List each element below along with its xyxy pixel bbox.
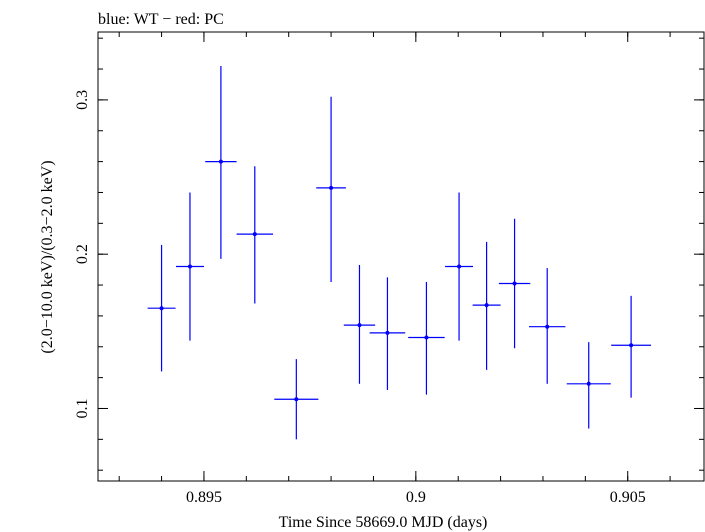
data-marker bbox=[629, 343, 634, 348]
data-point bbox=[175, 192, 204, 341]
data-marker bbox=[218, 159, 223, 164]
y-tick-label: 0.2 bbox=[74, 244, 91, 264]
data-marker bbox=[159, 306, 164, 311]
data-marker bbox=[484, 303, 489, 308]
data-point bbox=[343, 264, 376, 384]
data-marker bbox=[545, 324, 550, 329]
x-tick-label: 0.9 bbox=[406, 489, 426, 506]
data-marker bbox=[329, 185, 334, 190]
data-point bbox=[236, 166, 274, 304]
data-point bbox=[528, 268, 566, 384]
data-marker bbox=[294, 397, 299, 402]
data-marker bbox=[512, 281, 517, 286]
x-tick-label: 0.905 bbox=[610, 489, 646, 506]
x-axis-label: Time Since 58669.0 MJD (days) bbox=[279, 514, 488, 531]
data-point bbox=[408, 281, 445, 395]
y-tick-label: 0.3 bbox=[74, 90, 91, 110]
data-marker bbox=[187, 264, 192, 269]
axes-layer: 0.895 0.9 0.905 0.1 0.2 0.3 bbox=[74, 32, 704, 506]
data-marker bbox=[586, 381, 591, 386]
data-point bbox=[611, 295, 652, 398]
data-point bbox=[472, 241, 501, 370]
data-marker bbox=[457, 264, 462, 269]
data-marker bbox=[252, 232, 257, 237]
data-marker bbox=[385, 330, 390, 335]
data-marker bbox=[424, 335, 429, 340]
data-point bbox=[147, 244, 176, 372]
x-tick-label: 0.895 bbox=[186, 489, 222, 506]
data-point bbox=[445, 192, 474, 341]
data-marker bbox=[357, 323, 362, 328]
data-layer bbox=[147, 65, 652, 440]
y-tick-label: 0.1 bbox=[74, 398, 91, 418]
data-point bbox=[274, 359, 319, 440]
plot-frame bbox=[97, 31, 705, 482]
data-point bbox=[316, 96, 346, 282]
chart-title: blue: WT − red: PC bbox=[98, 11, 224, 28]
data-point bbox=[566, 342, 611, 429]
data-point bbox=[369, 277, 406, 390]
data-point bbox=[498, 218, 531, 349]
y-axis-label: (2.0−10.0 keV)/(0.3−2.0 keV) bbox=[39, 160, 56, 353]
data-point bbox=[205, 65, 237, 259]
